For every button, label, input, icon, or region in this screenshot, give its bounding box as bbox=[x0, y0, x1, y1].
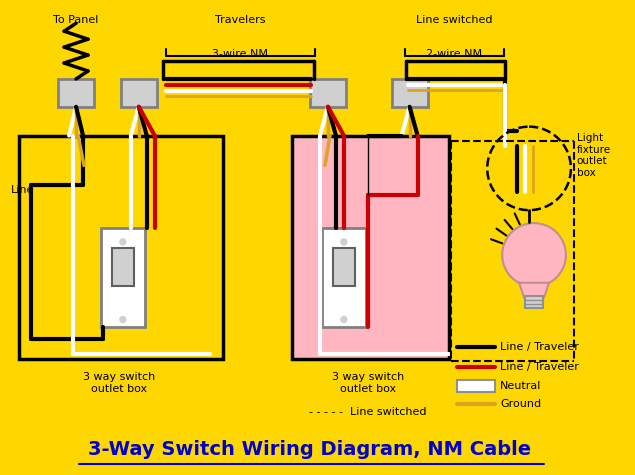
Circle shape bbox=[120, 316, 126, 323]
Text: 3 way switch
outlet box: 3 way switch outlet box bbox=[331, 372, 404, 394]
Text: Line / Traveler: Line / Traveler bbox=[500, 362, 579, 372]
Bar bbox=[310, 79, 346, 107]
Bar bbox=[121, 79, 157, 107]
Bar bbox=[112, 248, 134, 286]
Bar bbox=[292, 135, 450, 359]
Circle shape bbox=[341, 239, 347, 245]
Text: Line / Traveler: Line / Traveler bbox=[500, 342, 579, 352]
Bar bbox=[58, 79, 94, 107]
Bar bbox=[19, 135, 224, 359]
Text: 2-wire NM: 2-wire NM bbox=[426, 49, 483, 59]
Text: 3-wire NM: 3-wire NM bbox=[212, 49, 269, 59]
Bar bbox=[392, 79, 427, 107]
Bar bbox=[322, 228, 366, 327]
Bar bbox=[101, 228, 145, 327]
Circle shape bbox=[341, 316, 347, 323]
Bar bbox=[525, 295, 543, 308]
Text: 3-Way Switch Wiring Diagram, NM Cable: 3-Way Switch Wiring Diagram, NM Cable bbox=[88, 440, 531, 459]
Text: - - - - -  Line switched: - - - - - Line switched bbox=[309, 407, 427, 417]
Text: Travelers: Travelers bbox=[215, 15, 265, 25]
Text: To Panel: To Panel bbox=[53, 15, 99, 25]
Bar bbox=[457, 380, 495, 392]
Circle shape bbox=[502, 223, 566, 287]
Bar bbox=[333, 248, 355, 286]
Polygon shape bbox=[519, 283, 549, 298]
Circle shape bbox=[120, 239, 126, 245]
Text: Ground: Ground bbox=[500, 399, 541, 409]
Text: Neutral: Neutral bbox=[500, 381, 542, 391]
Text: 3 way switch
outlet box: 3 way switch outlet box bbox=[83, 372, 155, 394]
Text: Line switched: Line switched bbox=[416, 15, 493, 25]
Text: Line: Line bbox=[11, 185, 35, 195]
Text: Light
fixture
outlet
box: Light fixture outlet box bbox=[577, 133, 611, 178]
